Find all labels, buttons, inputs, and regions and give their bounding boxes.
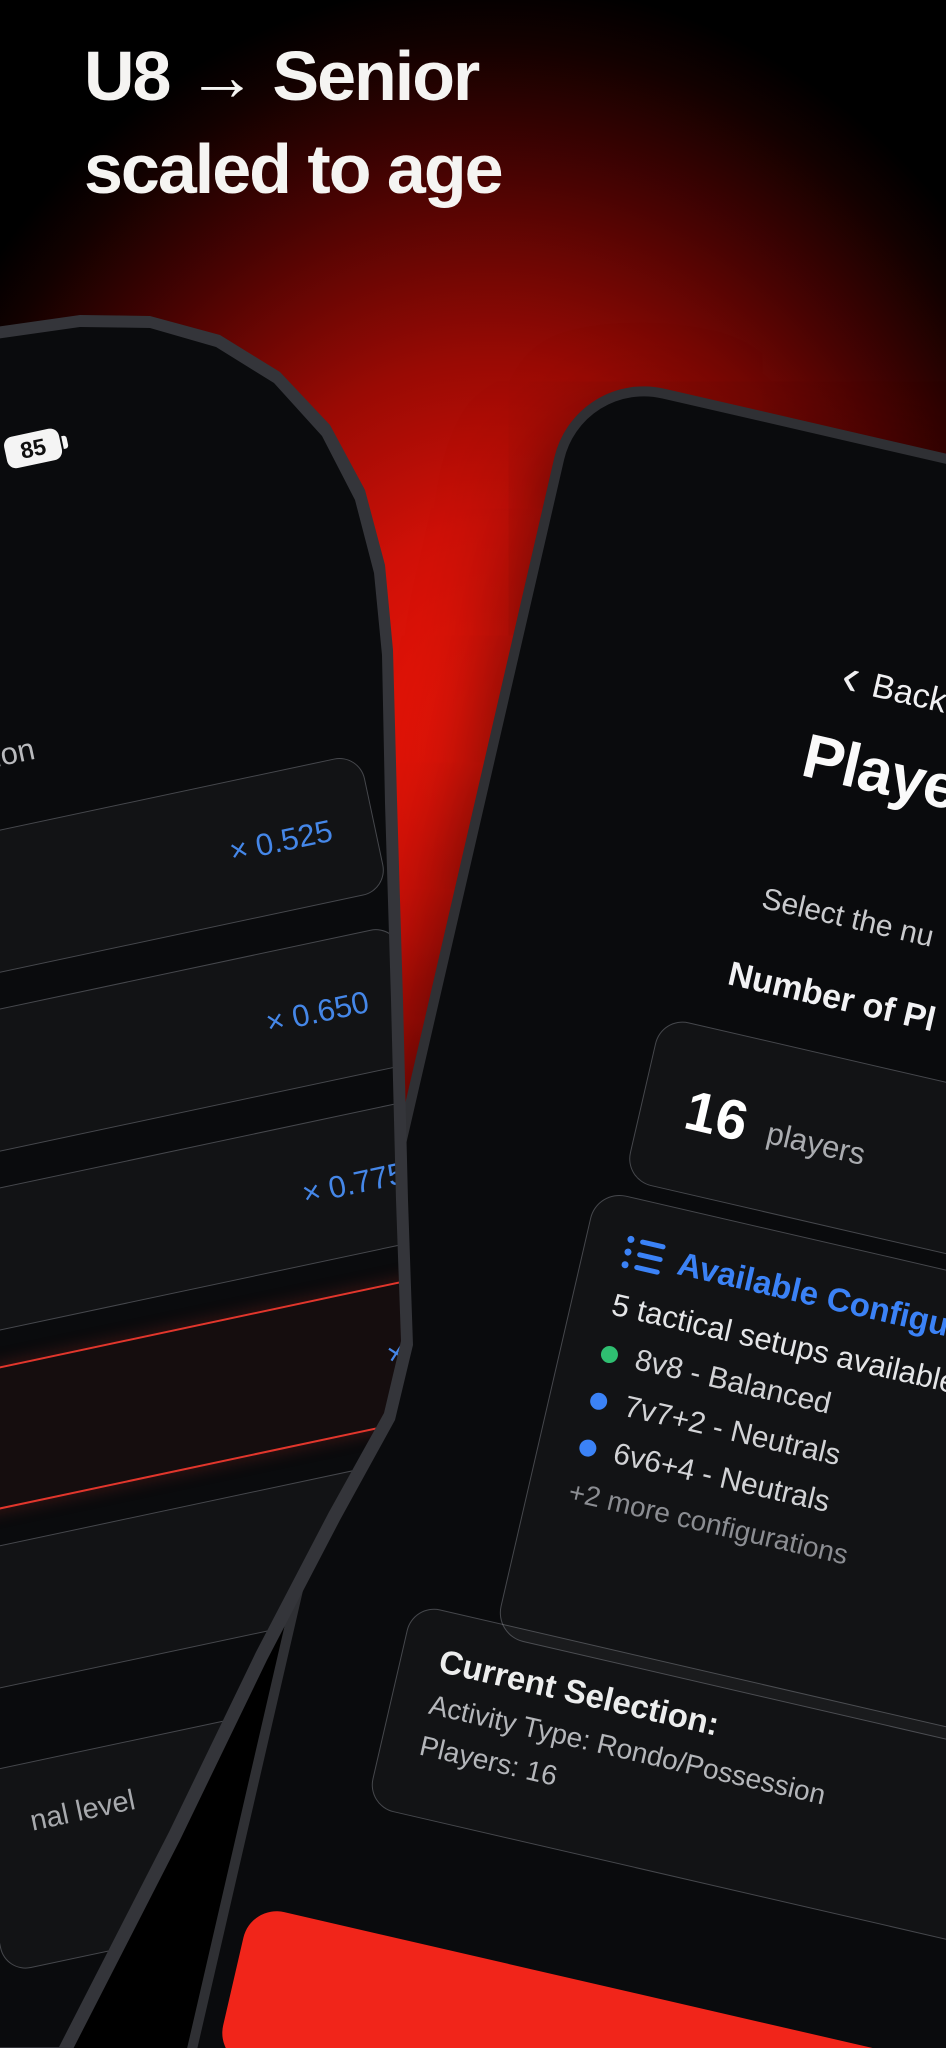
status-bar: 85: [0, 425, 71, 479]
list-icon: [620, 1234, 667, 1276]
page-title: U8 → Senior scaled to age: [84, 30, 504, 216]
screen-subtitle: Select the nu: [758, 882, 937, 954]
left-heading-fragment: zation: [0, 731, 38, 783]
continue-button[interactable]: → Continue: [215, 1904, 946, 2048]
multiplier-value: × 0.775: [299, 1155, 409, 1212]
player-count-unit: players: [763, 1115, 869, 1172]
blue-dot-icon: [577, 1437, 599, 1458]
headline-line-2: scaled to age: [84, 130, 504, 209]
battery-percentage: 85: [2, 426, 64, 470]
players-section-label: Number of Pl: [724, 954, 940, 1040]
footer-note-fragment: nal level: [27, 1784, 138, 1838]
battery-icon: 85: [2, 425, 70, 470]
screen-title: Player: [796, 721, 946, 830]
player-count-value: 16: [679, 1077, 755, 1153]
multiplier-value: × 0.525: [226, 812, 336, 869]
multiplier-value: × 0.650: [262, 984, 372, 1041]
chevron-left-icon: ‹: [836, 646, 867, 707]
battery-cap: [61, 434, 69, 449]
back-label: Back: [868, 666, 946, 721]
back-button[interactable]: ‹ Back: [836, 646, 946, 722]
green-dot-icon: [599, 1343, 620, 1365]
headline-line-1: U8 → Senior: [84, 37, 480, 115]
multiplier-value: ×: [383, 1334, 409, 1373]
blue-dot-icon: [588, 1390, 609, 1412]
